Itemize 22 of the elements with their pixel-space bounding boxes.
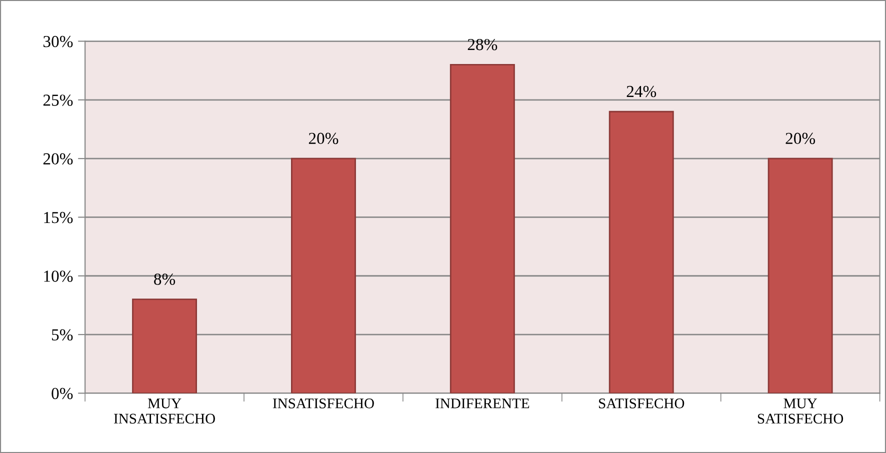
data-label: 8% — [154, 274, 176, 285]
y-tick-label: 10% — [44, 270, 73, 282]
y-tick-label: 20% — [43, 153, 73, 165]
data-label: 24% — [626, 86, 656, 98]
x-tick-label: MUY INSATISFECHO — [114, 398, 215, 424]
x-tick-label: INSATISFECHO — [272, 398, 374, 408]
x-tick-label: MUY SATISFECHO — [758, 398, 844, 424]
data-label: 20% — [308, 132, 338, 144]
y-tick-label: 5% — [52, 329, 73, 341]
y-tick-label: 30% — [44, 36, 73, 48]
y-tick-label: 25% — [43, 94, 73, 106]
bar — [768, 158, 833, 394]
data-label: 28% — [468, 38, 498, 50]
bar — [132, 298, 198, 394]
bar — [450, 64, 515, 394]
x-tick-label: SATISFECHO — [599, 398, 684, 408]
y-tick-label: 0% — [52, 388, 73, 400]
x-tick-label: INDIFERENTE — [436, 398, 530, 408]
bar — [608, 110, 674, 394]
y-tick-label: 15% — [44, 212, 73, 224]
bar — [290, 158, 356, 394]
data-label: 20% — [786, 132, 816, 144]
